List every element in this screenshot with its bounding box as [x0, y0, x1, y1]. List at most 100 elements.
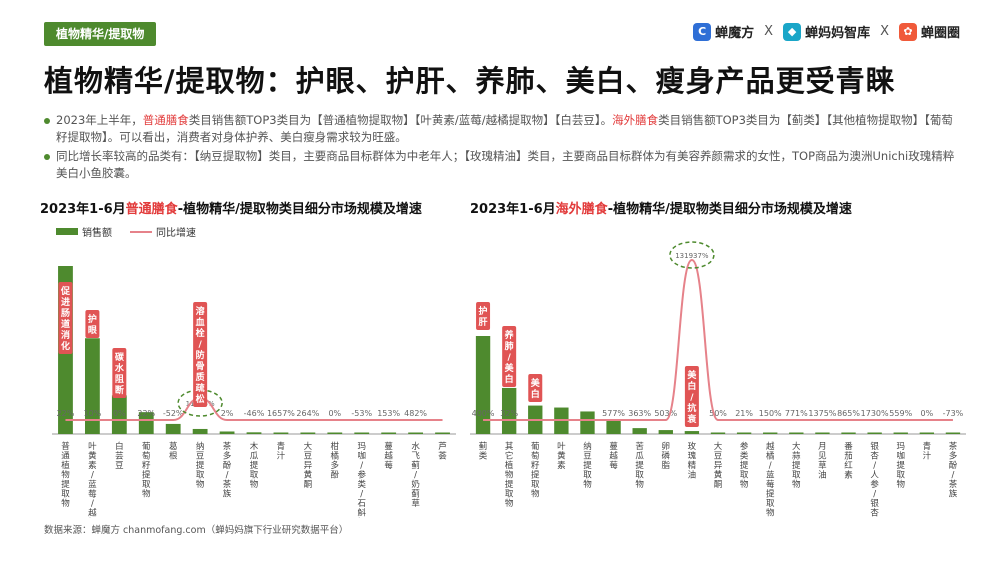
growth-label: 482% [404, 409, 427, 418]
category-label: 叶黄素/蓝莓/越橘提取物 [88, 442, 97, 518]
category-label: 纳豆提取物 [196, 441, 205, 490]
sales-bar [763, 432, 778, 434]
callout-label: 碳水阻断 [115, 351, 125, 396]
callout-box [502, 326, 517, 387]
chart-legend: 销售额 同比增速 [56, 224, 196, 239]
sales-bar [736, 432, 752, 434]
category-label: 蔓越莓 [384, 441, 393, 471]
chart-svg: 蓟类 400% 其它植物提取物 32% 葡萄籽提取物 叶黄素 纳豆提取物 蔓越莓 577% 苦瓜提… [470, 241, 966, 519]
sales-bar [138, 412, 154, 434]
growth-label: 2% [221, 409, 234, 418]
callout-box [476, 302, 491, 330]
highlight-ellipse [669, 241, 715, 269]
category-label: 蓟类 [479, 441, 488, 462]
sales-bar [658, 430, 673, 434]
growth-label: 503% [654, 409, 677, 418]
growth-label: 50% [709, 409, 727, 418]
callout-box [684, 366, 699, 427]
sales-bar [435, 432, 450, 434]
callout-label: 护眼 [88, 313, 97, 336]
chanmofang-logo-icon: C [693, 22, 712, 41]
category-label: 木瓜提取物 [250, 441, 259, 490]
sales-bar [867, 432, 882, 434]
brand-logos: C 蝉魔方 X ◆ 蝉妈妈智库 X ✿ 蝉圈圈 [693, 22, 960, 41]
sales-bar [475, 336, 491, 434]
callout-box [85, 310, 100, 338]
callout-box [528, 374, 543, 402]
growth-label: 1657% [267, 409, 295, 418]
growth-label: 0% [113, 409, 126, 418]
brand-chanmofang: C 蝉魔方 [693, 22, 754, 41]
callout-label: 美白/抗衰 [686, 369, 697, 425]
brand-chanmama: ◆ 蝉妈妈智库 [783, 22, 870, 41]
category-label: 葡萄籽提取物 [142, 441, 151, 500]
category-label: 其它植物提取物 [505, 442, 514, 509]
category-label: 芦荟 [438, 441, 447, 462]
category-label: 银杏/人参/银杏 [870, 441, 879, 518]
growth-label: -46% [244, 409, 265, 418]
sales-bar [632, 428, 647, 434]
sales-bar [580, 411, 595, 434]
sales-bar [710, 432, 726, 434]
category-label: 水飞蓟/奶蓟草 [411, 441, 420, 509]
sales-bar [789, 432, 804, 434]
sales-bar [815, 432, 830, 434]
highlight-ellipse [177, 389, 223, 417]
brand-separator: X [764, 24, 774, 39]
callout-box [112, 348, 127, 398]
growth-label: 153% [377, 409, 400, 418]
category-label: 柑橘多酚 [331, 441, 340, 481]
growth-label: 150% [759, 409, 782, 418]
data-source: 数据来源：蝉魔方 chanmofang.com（蝉妈妈旗下行业研究数据平台） [44, 525, 349, 536]
callout-label: 护肝 [479, 305, 488, 328]
bullet-text: 同比增长率较高的品类有：【纳豆提取物】类目，主要商品目标群体为中老年人；【玫瑰精… [56, 149, 955, 180]
brand-separator: X [880, 24, 889, 39]
sales-bar [408, 432, 424, 434]
category-label: 番茄红素 [844, 441, 853, 481]
growth-label: 264% [296, 409, 319, 418]
category-label: 玛咖/参类/石斛提取物 [357, 442, 366, 518]
category-label: 玫瑰精油 [688, 441, 697, 481]
category-label: 大蒜提取物 [792, 441, 801, 490]
sales-bar [219, 431, 235, 434]
page-title: 植物精华/提取物：护眼、护肝、养肺、美白、瘦身产品更受青睐 [44, 64, 896, 98]
growth-label: -53% [351, 409, 372, 418]
callout-label: 促进肠道消化 [60, 285, 71, 352]
chart-overseas-diet: 2023年1-6月海外膳食-植物精华/提取物类目细分市场规模及增速 蓟类 400%… [470, 198, 970, 519]
callout-label: 养肺/美白 [504, 329, 515, 385]
sales-bar [246, 432, 262, 434]
brand-name: 蝉魔方 [715, 26, 755, 41]
category-label: 葡萄籽提取物 [531, 441, 540, 500]
sales-bar [893, 432, 908, 434]
bullet-dot-icon [44, 118, 50, 124]
growth-label: 559% [889, 409, 912, 418]
category-label: 纳豆提取物 [583, 441, 592, 490]
growth-label: 1730% [861, 409, 889, 418]
sales-bar [381, 432, 397, 434]
growth-label: 22% [137, 409, 155, 418]
sales-bar [606, 420, 621, 434]
growth-label: -52% [163, 409, 184, 418]
brand-name: 蝉圈圈 [920, 26, 960, 41]
growth-label: 131937% [675, 252, 709, 260]
callout-label: 美白 [531, 377, 541, 400]
growth-label: 10% [84, 409, 102, 418]
growth-label: -73% [943, 409, 964, 418]
bullet-dot-icon [44, 154, 50, 160]
growth-label: 400% [472, 409, 495, 418]
sales-bar [165, 423, 181, 434]
chart-title: 2023年1-6月海外膳食-植物精华/提取物类目细分市场规模及增速 [470, 202, 852, 217]
sales-bar [84, 338, 100, 434]
legend-line-swatch [130, 230, 152, 233]
legend-item-bar: 销售额 [56, 224, 112, 239]
chart-svg: 普通植物提取物 22% 叶黄素/蓝莓/越橘提取物 10% 白芸豆 0% 葡萄籽提取物 22% 葛… [52, 266, 456, 557]
sales-bar [684, 431, 700, 434]
bullet-item: 同比增长率较高的品类有：【纳豆提取物】类目，主要商品目标群体为中老年人；【玫瑰精… [44, 148, 964, 182]
category-label: 白芸豆 [115, 441, 124, 471]
growth-line [483, 258, 953, 421]
sales-bar [327, 432, 343, 434]
category-label: 茶多酚/茶族 [223, 441, 232, 500]
chanmama-logo-icon: ◆ [783, 22, 802, 41]
callout-box [193, 302, 208, 407]
category-label: 青汁 [923, 441, 932, 462]
